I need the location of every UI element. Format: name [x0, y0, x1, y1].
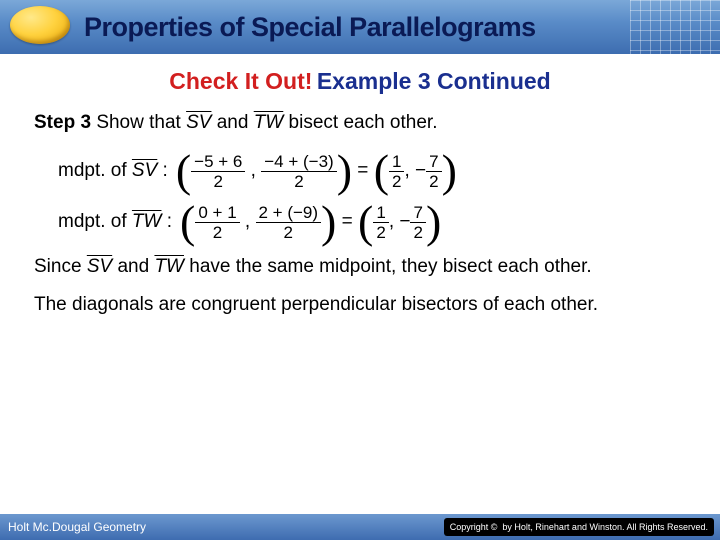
- lhs-paren: ( −5 + 62 , −4 + (−3)2 ): [176, 153, 352, 190]
- paren-right: ): [426, 204, 441, 241]
- midpoint-row-sv: mdpt. of SV : ( −5 + 62 , −4 + (−3)2 ) =…: [34, 153, 686, 190]
- segment-sv: SV: [186, 112, 211, 133]
- den: 2: [376, 223, 385, 241]
- copyright-rights: by Holt, Rinehart and Winston. All Right…: [502, 522, 708, 532]
- rhs-frac1: 12: [373, 204, 388, 241]
- slide-title: Properties of Special Parallelograms: [84, 12, 536, 43]
- footer-copyright: Copyright © by Holt, Rinehart and Winsto…: [444, 518, 714, 536]
- num: 1: [373, 204, 388, 223]
- comma: ,: [245, 159, 261, 183]
- copyright-label: Copyright ©: [450, 522, 498, 532]
- since-post: have the same midpoint, they bisect each…: [184, 256, 592, 277]
- diagonals-line: The diagonals are congruent perpendicula…: [34, 293, 686, 317]
- num: 7: [410, 204, 425, 223]
- mdpt-pre: mdpt. of: [58, 160, 132, 181]
- rhs-frac2: 72: [426, 153, 441, 190]
- den: 2: [429, 172, 438, 190]
- num: −4 + (−3): [261, 153, 336, 172]
- segment-tw: TW: [154, 256, 184, 277]
- step-label: Step 3: [34, 112, 91, 133]
- midpoint-row-tw: mdpt. of TW : ( 0 + 12 , 2 + (−9)2 ) = (…: [34, 204, 686, 241]
- lhs-frac2: 2 + (−9)2: [256, 204, 322, 241]
- paren-right: ): [337, 153, 352, 190]
- paren-left: (: [180, 204, 195, 241]
- header-grid-decor: [630, 0, 720, 54]
- num: 1: [389, 153, 404, 172]
- den: 2: [284, 223, 293, 241]
- comma: ,: [240, 210, 256, 234]
- den: 2: [213, 223, 222, 241]
- num: −5 + 6: [191, 153, 245, 172]
- slide-content: Step 3 Show that SV and TW bisect each o…: [0, 105, 720, 316]
- equals: =: [352, 159, 374, 183]
- mdpt-seg: TW: [132, 211, 162, 232]
- since-line: Since SV and TW have the same midpoint, …: [34, 255, 686, 279]
- den: 2: [413, 223, 422, 241]
- slide-footer: Holt Mc.Dougal Geometry Copyright © by H…: [0, 514, 720, 540]
- segment-tw: TW: [254, 112, 284, 133]
- segment-sv: SV: [87, 256, 112, 277]
- mdpt-colon: :: [157, 160, 168, 181]
- step-post: bisect each other.: [283, 112, 437, 133]
- rhs-sep: , −: [389, 210, 411, 234]
- since-mid: and: [112, 256, 154, 277]
- mdpt-label: mdpt. of TW :: [58, 210, 172, 234]
- rhs-frac2: 72: [410, 204, 425, 241]
- equals: =: [336, 210, 358, 234]
- rhs-paren: ( 12 , − 72 ): [374, 153, 457, 190]
- paren-left: (: [176, 153, 191, 190]
- rhs-paren: ( 12 , − 72 ): [358, 204, 441, 241]
- paren-left: (: [358, 204, 373, 241]
- lhs-frac1: 0 + 12: [195, 204, 239, 241]
- step-pre: Show that: [96, 112, 186, 133]
- paren-right: ): [321, 204, 336, 241]
- num: 0 + 1: [195, 204, 239, 223]
- lhs-frac2: −4 + (−3)2: [261, 153, 336, 190]
- footer-left-text: Holt Mc.Dougal Geometry: [8, 520, 146, 534]
- rhs-frac1: 12: [389, 153, 404, 190]
- mdpt-pre: mdpt. of: [58, 211, 132, 232]
- step-mid: and: [211, 112, 253, 133]
- den: 2: [294, 172, 303, 190]
- mdpt-colon: :: [161, 211, 172, 232]
- paren-right: ): [442, 153, 457, 190]
- mdpt-label: mdpt. of SV :: [58, 159, 168, 183]
- den: 2: [214, 172, 223, 190]
- slide-header: Properties of Special Parallelograms: [0, 0, 720, 54]
- header-bubble-decor: [10, 6, 70, 44]
- mdpt-seg: SV: [132, 160, 157, 181]
- subhead-blue: Example 3 Continued: [317, 68, 551, 94]
- lhs-frac1: −5 + 62: [191, 153, 245, 190]
- num: 7: [426, 153, 441, 172]
- rhs-sep: , −: [404, 159, 426, 183]
- num: 2 + (−9): [256, 204, 322, 223]
- step-line: Step 3 Show that SV and TW bisect each o…: [34, 111, 686, 135]
- since-pre: Since: [34, 256, 87, 277]
- paren-left: (: [374, 153, 389, 190]
- subhead-red: Check It Out!: [169, 68, 312, 94]
- den: 2: [392, 172, 401, 190]
- slide-subhead: Check It Out! Example 3 Continued: [0, 54, 720, 105]
- lhs-paren: ( 0 + 12 , 2 + (−9)2 ): [180, 204, 336, 241]
